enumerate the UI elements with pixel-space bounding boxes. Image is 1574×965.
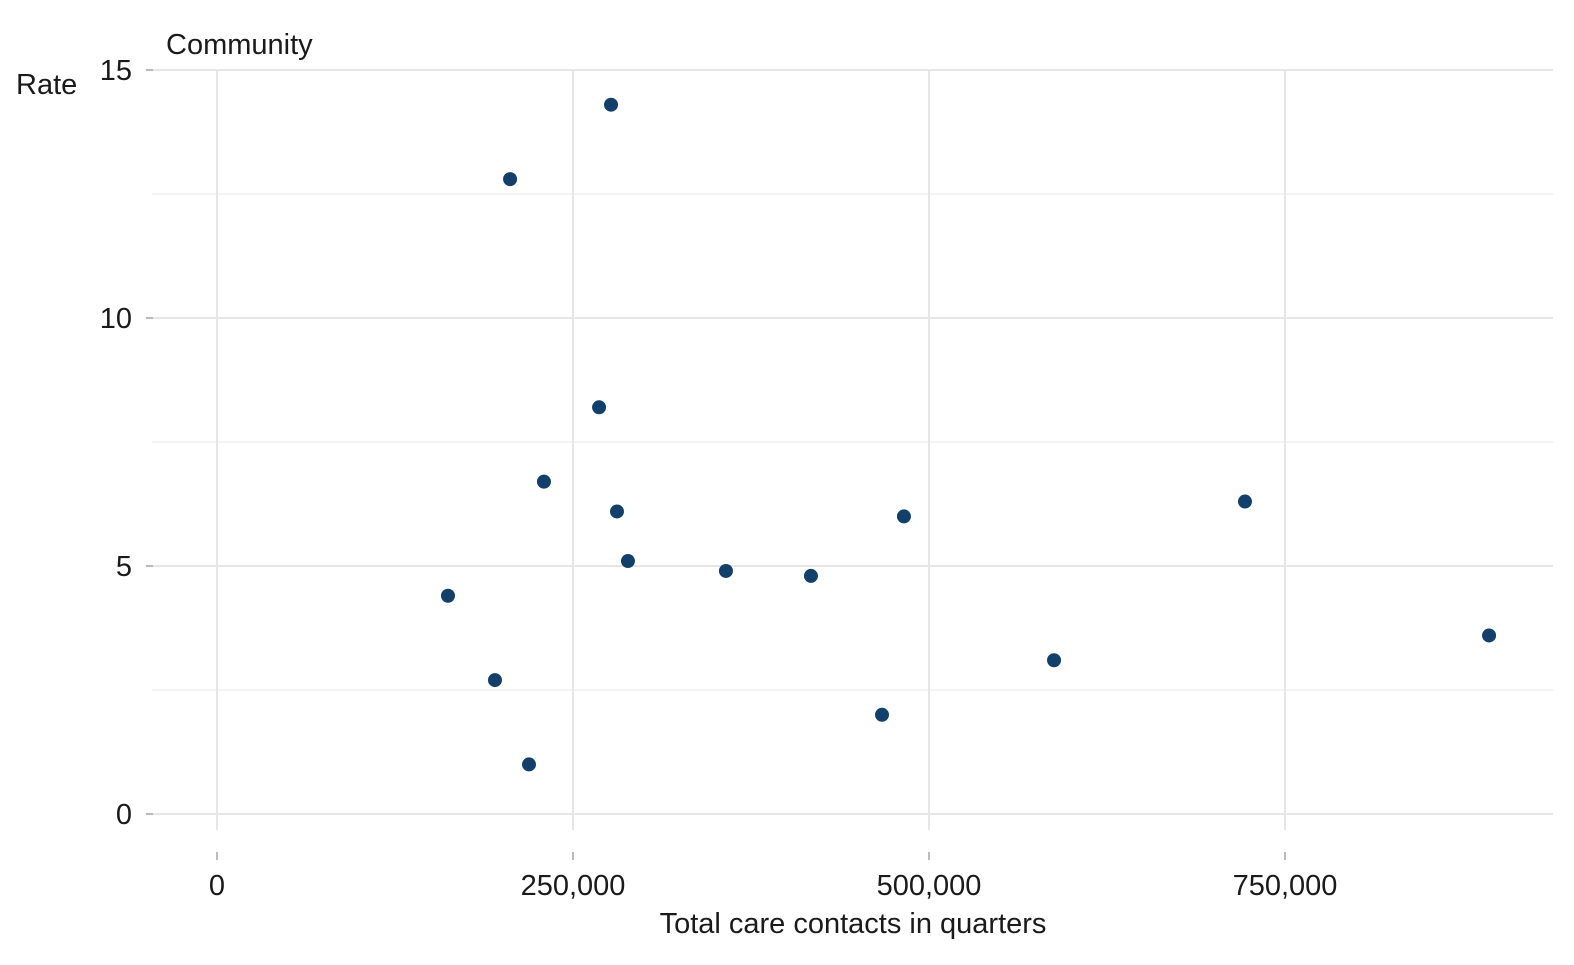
data-point xyxy=(620,554,635,569)
x-tick-label: 750,000 xyxy=(1233,870,1338,902)
data-point xyxy=(875,707,890,722)
gridlines xyxy=(152,69,1553,830)
x-tick-label: 250,000 xyxy=(521,870,626,902)
data-point xyxy=(503,172,518,187)
x-axis-label: Total care contacts in quarters xyxy=(660,908,1047,940)
data-point xyxy=(610,504,625,519)
y-tick-label: 10 xyxy=(100,303,132,335)
y-tick-label: 15 xyxy=(100,55,132,87)
data-point xyxy=(604,97,619,112)
data-point xyxy=(803,568,818,583)
data-point xyxy=(440,588,455,603)
x-tick-label: 0 xyxy=(209,870,225,902)
data-point xyxy=(536,474,551,489)
data-point xyxy=(487,673,502,688)
data-points xyxy=(440,97,1497,772)
axis-ticks: 0 5 10 15 0 250,000 500,000 750,000 xyxy=(100,55,1338,902)
data-point xyxy=(1047,653,1062,668)
data-point xyxy=(718,563,733,578)
x-tick-label: 500,000 xyxy=(877,870,982,902)
data-point xyxy=(1482,628,1497,643)
data-point xyxy=(592,400,607,415)
y-axis-label: Rate xyxy=(16,69,77,101)
data-point xyxy=(521,757,536,772)
y-tick-label: 0 xyxy=(116,799,132,831)
data-point xyxy=(896,509,911,524)
y-tick-label: 5 xyxy=(116,551,132,583)
chart-title: Community xyxy=(166,29,313,61)
data-point xyxy=(1237,494,1252,509)
